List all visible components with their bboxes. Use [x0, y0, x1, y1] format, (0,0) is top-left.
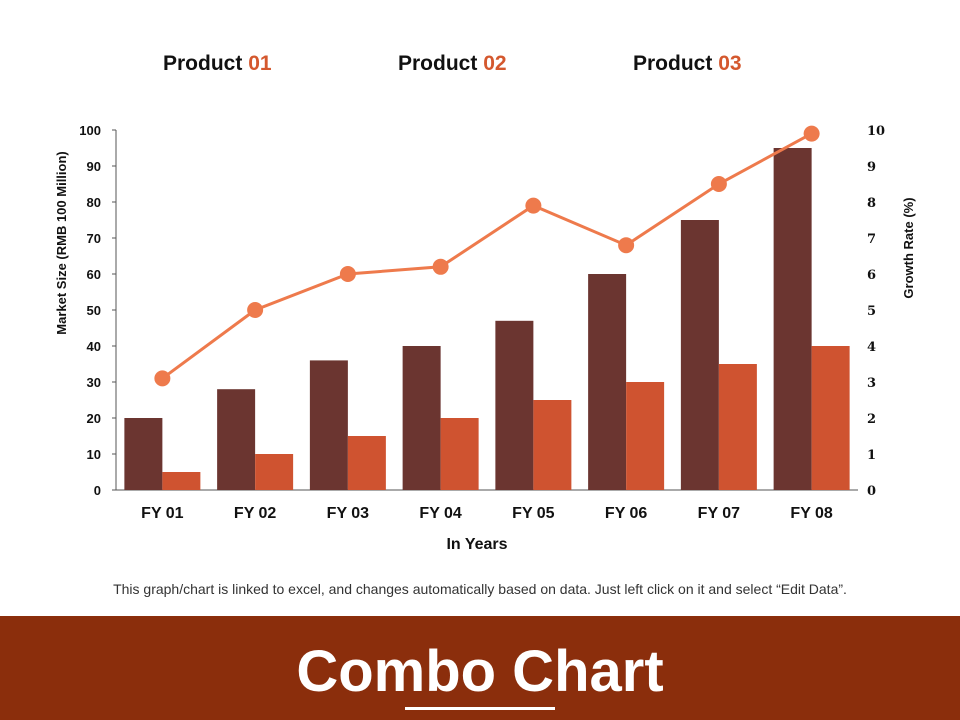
y-tick-label: 50	[87, 303, 101, 318]
bar-2-4	[440, 418, 479, 490]
y2-axis-title: Growth Rate (%)	[901, 197, 916, 298]
y-tick-label: 80	[87, 195, 101, 210]
y2-tick-label: 2	[867, 412, 876, 427]
x-tick-label: FY 05	[512, 505, 555, 522]
y-tick-label: 20	[87, 411, 101, 426]
bar-1-5	[495, 320, 534, 490]
x-tick-label: FY 03	[327, 505, 370, 522]
legend-product-03: Product 03	[633, 52, 742, 76]
y-tick-label: 60	[87, 267, 101, 282]
bar-2-6	[626, 382, 665, 490]
bar-2-3	[347, 436, 386, 490]
bar-1-4	[402, 346, 441, 490]
y-tick-label: 40	[87, 339, 101, 354]
legend-product-02: Product 02	[398, 52, 507, 76]
y2-tick-label: 0	[867, 484, 876, 499]
chart-note: This graph/chart is linked to excel, and…	[113, 581, 847, 597]
y-tick-label: 70	[87, 231, 101, 246]
x-tick-label: FY 06	[605, 505, 648, 522]
bar-2-2	[255, 454, 294, 490]
y2-tick-label: 1	[867, 448, 876, 463]
legend-product-01: Product 01	[163, 52, 272, 76]
y2-tick-label: 3	[867, 376, 876, 391]
x-tick-label: FY 02	[234, 505, 277, 522]
footer-underline	[405, 707, 555, 710]
bar-2-7	[718, 364, 757, 490]
bar-2-8	[811, 346, 850, 490]
y-tick-label: 0	[94, 483, 101, 498]
y2-tick-label: 10	[867, 124, 885, 139]
y2-tick-label: 7	[867, 232, 876, 247]
footer-title: Combo Chart	[296, 639, 664, 704]
growth-rate-point-4	[432, 258, 449, 275]
y2-tick-label: 6	[867, 268, 876, 283]
y-tick-label: 100	[79, 123, 101, 138]
x-tick-label: FY 01	[141, 505, 184, 522]
legend-number: 02	[483, 52, 507, 75]
footer-banner: Combo Chart	[0, 616, 960, 720]
bar-1-8	[773, 148, 812, 490]
y-tick-label: 30	[87, 375, 101, 390]
growth-rate-point-1	[154, 370, 171, 387]
bar-1-2	[217, 389, 256, 490]
x-tick-label: FY 08	[790, 505, 833, 522]
y2-tick-label: 8	[867, 196, 876, 211]
legend-label: Product	[398, 52, 478, 75]
bar-1-7	[680, 220, 719, 490]
growth-rate-point-3	[339, 266, 356, 282]
legend-label: Product	[163, 52, 243, 75]
growth-rate-point-6	[618, 237, 635, 254]
combo-chart: 0 10 20 30 40 50 60 70 80 90 100 0 1 2 3 4 5 6 7 8 9 10 FY 01 F…	[54, 123, 916, 553]
growth-rate-point-2	[247, 302, 264, 318]
bar-2-1	[162, 472, 201, 490]
growth-rate-point-5	[525, 197, 542, 214]
y-tick-label: 10	[87, 447, 101, 462]
x-tick-label: FY 04	[419, 505, 462, 522]
bar-2-5	[533, 400, 572, 490]
legend-label: Product	[633, 52, 713, 75]
legend-number: 03	[718, 52, 742, 75]
y-axis-title: Market Size (RMB 100 Million)	[54, 151, 69, 334]
x-tick-label: FY 07	[698, 505, 741, 522]
growth-rate-point-8	[803, 125, 820, 142]
growth-rate-line	[161, 132, 813, 380]
bar-1-6	[588, 274, 627, 490]
legend-number: 01	[248, 52, 272, 75]
bar-1-1	[124, 418, 163, 490]
x-axis-title: In Years	[446, 536, 507, 553]
y2-tick-label: 4	[867, 340, 876, 355]
y-tick-label: 90	[87, 159, 101, 174]
bar-1-3	[309, 360, 348, 490]
y2-tick-label: 5	[867, 304, 876, 319]
y2-tick-label: 9	[867, 160, 876, 175]
growth-rate-point-7	[710, 176, 727, 192]
